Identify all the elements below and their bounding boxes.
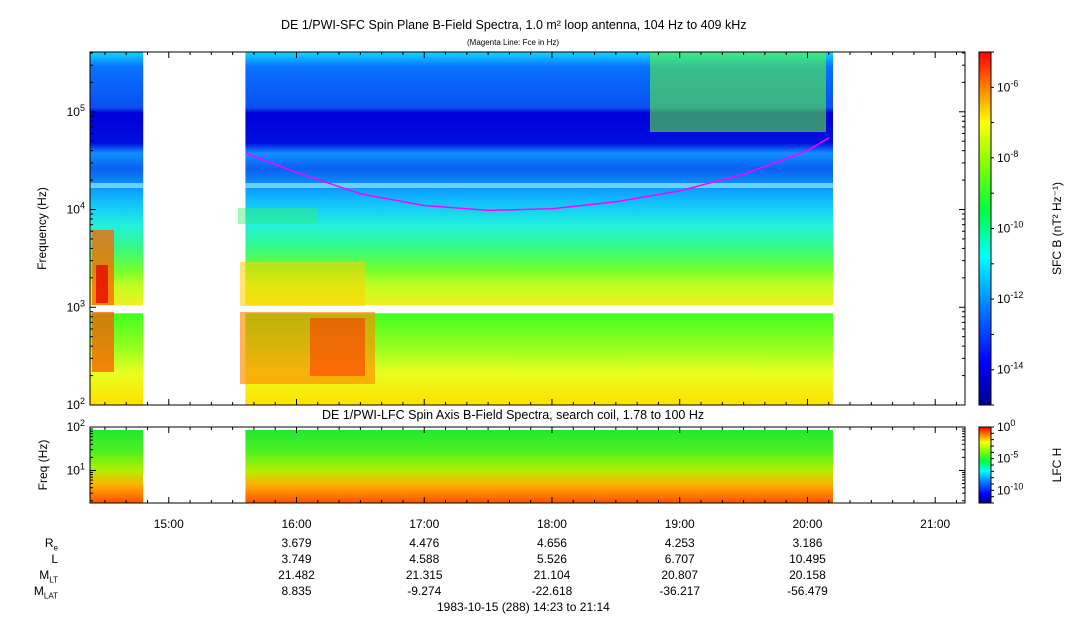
ephemeris-value-mlat: -36.217 [659, 584, 701, 598]
ephemeris-value-re: 3.679 [281, 536, 312, 550]
y-axis-label: Frequency (Hz) [35, 187, 49, 270]
time-tick-label: 21:00 [920, 517, 950, 531]
colorbar-tick-label: 10-10 [997, 220, 1023, 236]
time-tick-label: 15:00 [154, 517, 184, 531]
y-tick-label: 105 [67, 103, 85, 119]
y-tick-label: 101 [67, 461, 85, 477]
ephemeris-value-re: 3.186 [792, 536, 823, 550]
time-tick-label: 17:00 [409, 517, 439, 531]
ephemeris-value-mlt: 21.482 [278, 568, 315, 582]
interference-line-seg2 [245, 183, 834, 188]
top-panel-title: DE 1/PWI-SFC Spin Plane B-Field Spectra,… [281, 18, 747, 32]
bottom-plot-frame [89, 426, 966, 504]
ephemeris-row-label: Re [44, 536, 58, 553]
emission-band-upper [238, 208, 318, 224]
bottom-panel-title: DE 1/PWI-LFC Spin Axis B-Field Spectra, … [322, 408, 705, 422]
colorbar-label: SFC B (nT² Hz⁻¹) [1050, 182, 1064, 275]
ephemeris-value-l: 10.495 [789, 552, 826, 566]
y-tick-label: 103 [67, 298, 85, 314]
ephemeris-value-re: 4.253 [664, 536, 695, 550]
ephemeris-value-re: 4.476 [409, 536, 440, 550]
footer-time-range: 1983-10-15 (288) 14:23 to 21:14 [437, 600, 610, 614]
ephemeris-value-l: 6.707 [664, 552, 695, 566]
colorbar-tick-label: 10-6 [997, 78, 1018, 94]
ephemeris-value-mlt: 20.158 [789, 568, 826, 582]
y-tick-label: 102 [67, 418, 85, 434]
colorbar-tick-label: 10-10 [997, 481, 1023, 497]
colorbar-tick-label: 10-12 [997, 290, 1023, 306]
interference-line-seg1 [90, 183, 144, 188]
top-plot-frame [89, 51, 966, 406]
colorbar-bottom [978, 426, 992, 504]
ephemeris-value-mlat: -9.274 [407, 584, 442, 598]
time-tick-label: 20:00 [792, 517, 822, 531]
top-panel-subtitle: (Magenta Line: Fce in Hz) [467, 38, 560, 47]
lfc-segment-1 [90, 430, 144, 503]
emission-lf-peak [310, 318, 365, 376]
y-axis-label: Freq (Hz) [36, 440, 50, 491]
ephemeris-value-l: 4.588 [409, 552, 440, 566]
ephemeris-row-label: L [51, 552, 58, 566]
ephemeris-row-label: MLAT [33, 584, 58, 601]
fce-line [245, 137, 830, 212]
ephemeris-value-mlt: 21.315 [405, 568, 443, 582]
ephemeris-value-l: 3.749 [281, 552, 312, 566]
colorbar-label: LFC H [1050, 448, 1064, 483]
y-tick-label: 104 [67, 201, 85, 217]
time-tick-label: 16:00 [281, 517, 311, 531]
emission-burst-core [96, 265, 108, 303]
lfc-segment-2 [245, 430, 834, 503]
time-tick-label: 18:00 [537, 517, 567, 531]
colorbar-tick-label: 10-8 [997, 149, 1018, 165]
colorbar-tick-label: 100 [997, 418, 1015, 434]
ephemeris-value-l: 5.526 [536, 552, 567, 566]
colorbar-tick-label: 10-14 [997, 361, 1023, 377]
time-tick-label: 19:00 [665, 517, 695, 531]
emission-lf-early [92, 312, 114, 372]
ephemeris-value-mlt: 21.104 [533, 568, 571, 582]
ephemeris-value-mlt: 20.807 [661, 568, 699, 582]
y-tick-label: 102 [67, 396, 85, 412]
ephemeris-value-mlat: -56.479 [787, 584, 828, 598]
ephemeris-value-mlat: -22.618 [531, 584, 573, 598]
emission-hf-patch [650, 52, 826, 132]
ephemeris-row-label: MLT [39, 568, 58, 585]
colorbar-top [978, 51, 992, 406]
ephemeris-value-mlat: 8.835 [281, 584, 312, 598]
emission-band-midfreq [240, 262, 365, 306]
colorbar-tick-label: 10-5 [997, 450, 1018, 466]
ephemeris-value-re: 4.656 [536, 536, 567, 550]
